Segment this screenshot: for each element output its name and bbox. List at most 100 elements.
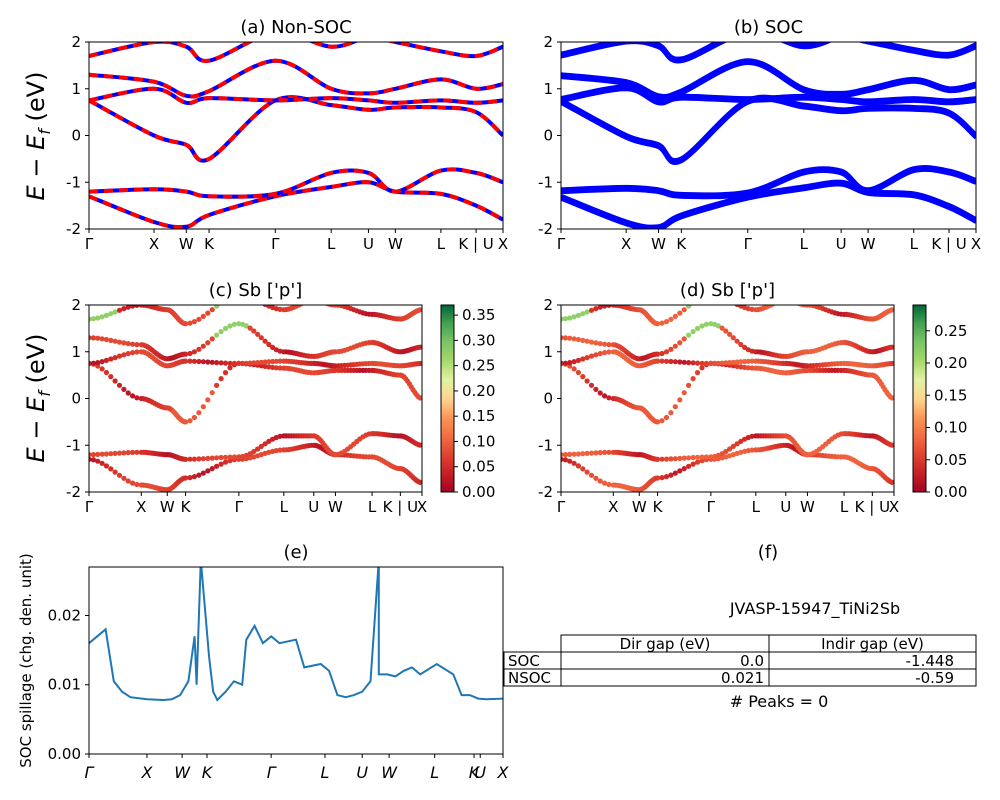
band-point: [659, 418, 665, 424]
band-point: [593, 475, 599, 481]
y-tick-label: -1: [538, 436, 553, 454]
band-point: [90, 335, 96, 341]
panel-f-gap-table: (f) JVASP-15947_TiNi2Sb Dir gap (eV) Indir …: [503, 542, 977, 711]
band-point: [715, 323, 721, 329]
band-point: [258, 335, 264, 341]
band-point: [134, 305, 140, 308]
band-point: [889, 479, 894, 485]
table-header-label: Indir gap (eV): [821, 635, 924, 653]
band-point: [597, 341, 603, 347]
band-point: [183, 358, 189, 364]
band-point: [187, 358, 193, 364]
table-row-label: SOC: [508, 652, 540, 670]
band-point: [116, 382, 123, 388]
band-point: [584, 309, 590, 315]
x-tick-label: Γ: [85, 763, 95, 782]
band-point: [681, 390, 687, 396]
band-point: [712, 360, 718, 366]
band-point: [588, 339, 595, 345]
band-point: [575, 369, 582, 376]
y-axis-label: E − Ef (eV): [22, 72, 54, 201]
band-point: [99, 314, 105, 320]
panel-title: (a) Non-SOC: [240, 17, 351, 38]
band-point: [130, 305, 136, 309]
band-point: [597, 305, 603, 310]
band-point: [588, 472, 595, 478]
band-point: [602, 393, 608, 399]
x-tick-label: K | U: [383, 498, 418, 516]
x-tick-label: U: [363, 235, 374, 253]
band-point: [575, 451, 582, 457]
x-tick-label: U: [308, 498, 319, 516]
band-point: [730, 359, 736, 365]
band-point: [567, 335, 573, 341]
band-point: [597, 351, 603, 357]
band-point: [255, 331, 261, 337]
band-point: [606, 349, 612, 355]
band-point: [606, 305, 612, 308]
colorbar-tick-label: 0.00: [934, 483, 967, 501]
band-point: [317, 299, 322, 304]
band-point: [562, 335, 569, 341]
band-point: [214, 360, 220, 366]
band-point: [593, 340, 599, 346]
band-point: [191, 319, 197, 325]
colorbar-tick-label: 0.00: [462, 483, 495, 501]
band-point: [663, 349, 670, 355]
band-point: [196, 346, 202, 352]
band-point: [309, 298, 314, 303]
y-tick-label: 0: [71, 390, 81, 408]
band-point: [571, 366, 577, 372]
band-point: [655, 475, 661, 481]
band-point: [240, 360, 246, 366]
band-point: [690, 360, 696, 366]
colorbar-tick-label: 0.10: [462, 432, 495, 450]
band-point: [597, 478, 603, 484]
band-point: [672, 404, 678, 410]
band-point: [196, 456, 202, 462]
band-line-soc: [561, 166, 976, 200]
x-tick-label: W: [160, 498, 175, 516]
band-point: [130, 449, 136, 455]
band-point: [95, 458, 101, 464]
band-point: [745, 365, 751, 371]
band-point: [571, 451, 577, 457]
band-point: [187, 418, 193, 424]
band-point: [270, 358, 276, 365]
band-point: [200, 470, 206, 476]
panel-title: (f): [758, 542, 778, 563]
band-point: [247, 360, 253, 366]
x-tick-label: L: [800, 235, 809, 253]
band-point: [218, 329, 224, 335]
band-point: [593, 386, 599, 392]
band-point: [606, 481, 612, 488]
x-tick-label: Γ: [85, 498, 94, 516]
band-point: [99, 359, 105, 365]
band-point: [417, 360, 422, 367]
band-point: [602, 341, 608, 347]
colorbar-tick-label: 0.15: [462, 407, 495, 425]
band-line-soc: [89, 58, 503, 99]
band-point: [781, 298, 786, 303]
band-point: [699, 365, 705, 371]
x-tick-label: X: [417, 498, 427, 516]
band-point: [686, 455, 692, 461]
y-axis-label-part: (eV): [22, 334, 50, 392]
x-tick-label: K: [469, 763, 481, 782]
band-point: [205, 468, 211, 474]
band-point: [191, 349, 197, 355]
band-point: [320, 300, 325, 305]
band-point: [266, 438, 272, 444]
x-tick-label: U: [356, 763, 368, 782]
band-point: [575, 312, 582, 318]
x-tick-label: K: [676, 235, 687, 253]
band-point: [562, 360, 569, 366]
colorbar: [440, 304, 455, 493]
y-tick-label: 2: [71, 296, 81, 314]
band-point: [719, 325, 725, 331]
band-point: [749, 358, 755, 364]
band-line-nonsoc: [89, 86, 503, 106]
band-point: [222, 360, 229, 366]
band-point: [273, 365, 279, 371]
